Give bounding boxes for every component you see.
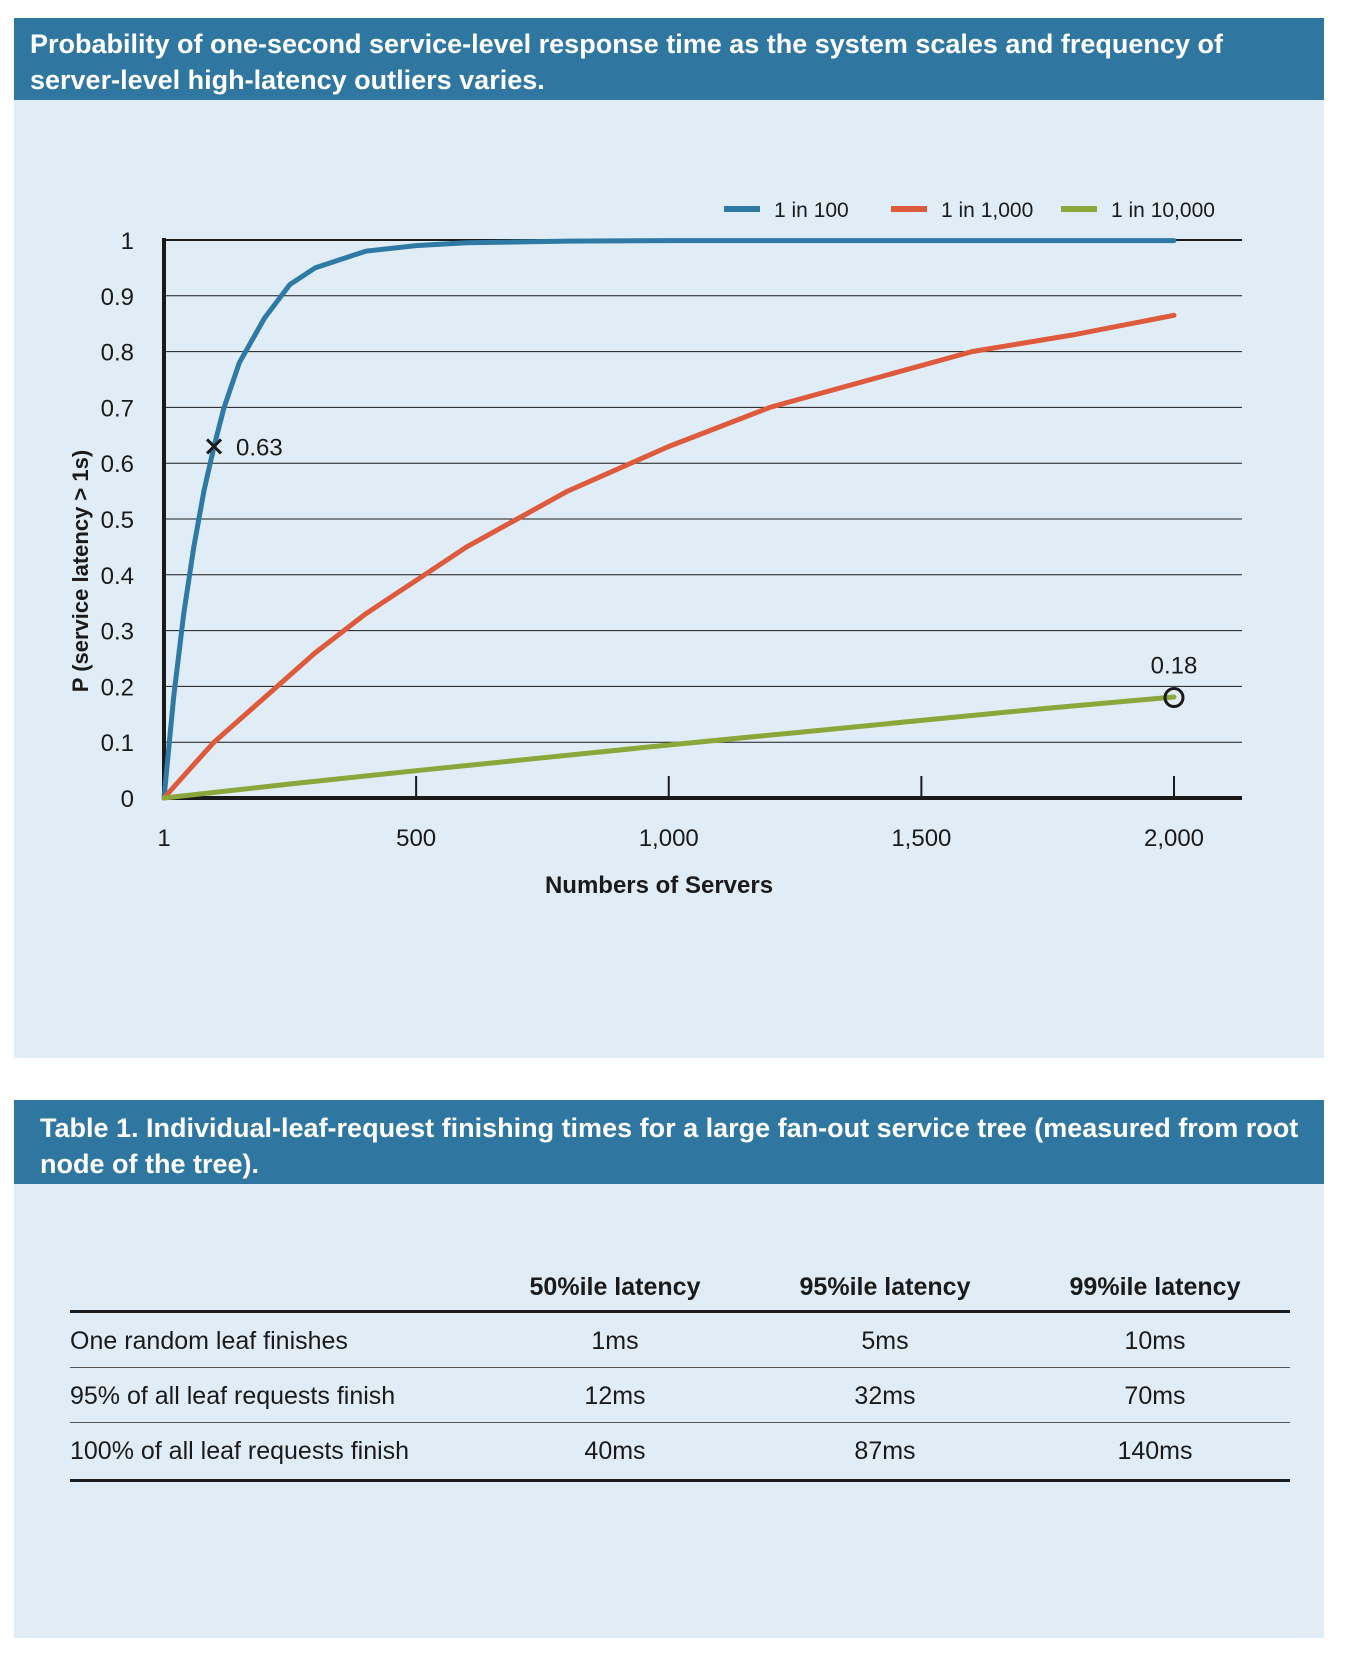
cell-value: 87ms [750, 1422, 1020, 1482]
annotation-x-marker [205, 438, 223, 455]
cell-value: 12ms [480, 1367, 750, 1423]
y-tick-label: 0.8 [101, 340, 134, 367]
series-line [161, 238, 1177, 801]
series-line [161, 694, 1177, 801]
annotation-label: 0.18 [1151, 653, 1198, 680]
row-label: 100% of all leaf requests finish [70, 1422, 480, 1482]
x-tick-label: 2,000 [1144, 825, 1204, 852]
column-header-99: 99%ile latency [1020, 1268, 1290, 1313]
table-caption: Table 1. Individual-leaf-request finishi… [14, 1100, 1324, 1184]
y-tick-label: 0.4 [101, 563, 134, 590]
cell-value: 10ms [1020, 1311, 1290, 1368]
y-tick-label: 0 [121, 786, 134, 813]
column-header-95: 95%ile latency [750, 1268, 1020, 1313]
legend-label: 1 in 100 [774, 199, 849, 222]
y-tick-label: 0.5 [101, 507, 134, 534]
cell-value: 40ms [480, 1422, 750, 1482]
series-line [161, 312, 1177, 801]
cell-value: 1ms [480, 1311, 750, 1368]
legend-label: 1 in 1,000 [941, 199, 1033, 222]
y-tick-label: 0.2 [101, 674, 134, 701]
x-tick-label: 500 [396, 825, 436, 852]
y-tick-label: 0.7 [101, 395, 134, 422]
y-tick-label: 0.9 [101, 284, 134, 311]
y-tick-label: 1 [121, 228, 134, 255]
x-axis-label: Numbers of Servers [545, 872, 773, 899]
cell-value: 70ms [1020, 1367, 1290, 1423]
figure-caption: Probability of one-second service-level … [14, 18, 1324, 100]
cell-value: 140ms [1020, 1422, 1290, 1482]
annotation-circle-marker [1163, 687, 1185, 709]
table-header-row: 50%ile latency 95%ile latency 99%ile lat… [70, 1268, 1290, 1313]
table-header-blank [70, 1268, 480, 1313]
x-tick-label: 1,000 [639, 825, 699, 852]
row-label: One random leaf finishes [70, 1311, 480, 1368]
figure-panel: Probability of one-second service-level … [14, 18, 1324, 1058]
y-tick-label: 0.6 [101, 451, 134, 478]
table-row: 100% of all leaf requests finish 40ms 87… [70, 1422, 1290, 1482]
x-tick-label: 1 [157, 825, 170, 852]
x-tick-label: 1,500 [891, 825, 951, 852]
legend-label: 1 in 10,000 [1111, 199, 1215, 222]
latency-probability-chart: 0 0.1 0.2 0.3 0.4 0.5 0.6 0.7 0.8 0.9 1 1 500 1,000 1,… [68, 199, 1242, 899]
row-label: 95% of all leaf requests finish [70, 1367, 480, 1423]
latency-table: 50%ile latency 95%ile latency 99%ile lat… [70, 1268, 1290, 1482]
table-row: One random leaf finishes 1ms 5ms 10ms [70, 1311, 1290, 1368]
annotation-label: 0.63 [236, 434, 283, 461]
table-row: 95% of all leaf requests finish 12ms 32m… [70, 1367, 1290, 1423]
table-panel: Table 1. Individual-leaf-request finishi… [14, 1100, 1324, 1638]
y-tick-label: 0.3 [101, 619, 134, 646]
y-axis-label: P (service latency > 1s) [68, 450, 93, 692]
cell-value: 5ms [750, 1311, 1020, 1368]
y-tick-label: 0.1 [101, 730, 134, 757]
cell-value: 32ms [750, 1367, 1020, 1423]
column-header-50: 50%ile latency [480, 1268, 750, 1313]
